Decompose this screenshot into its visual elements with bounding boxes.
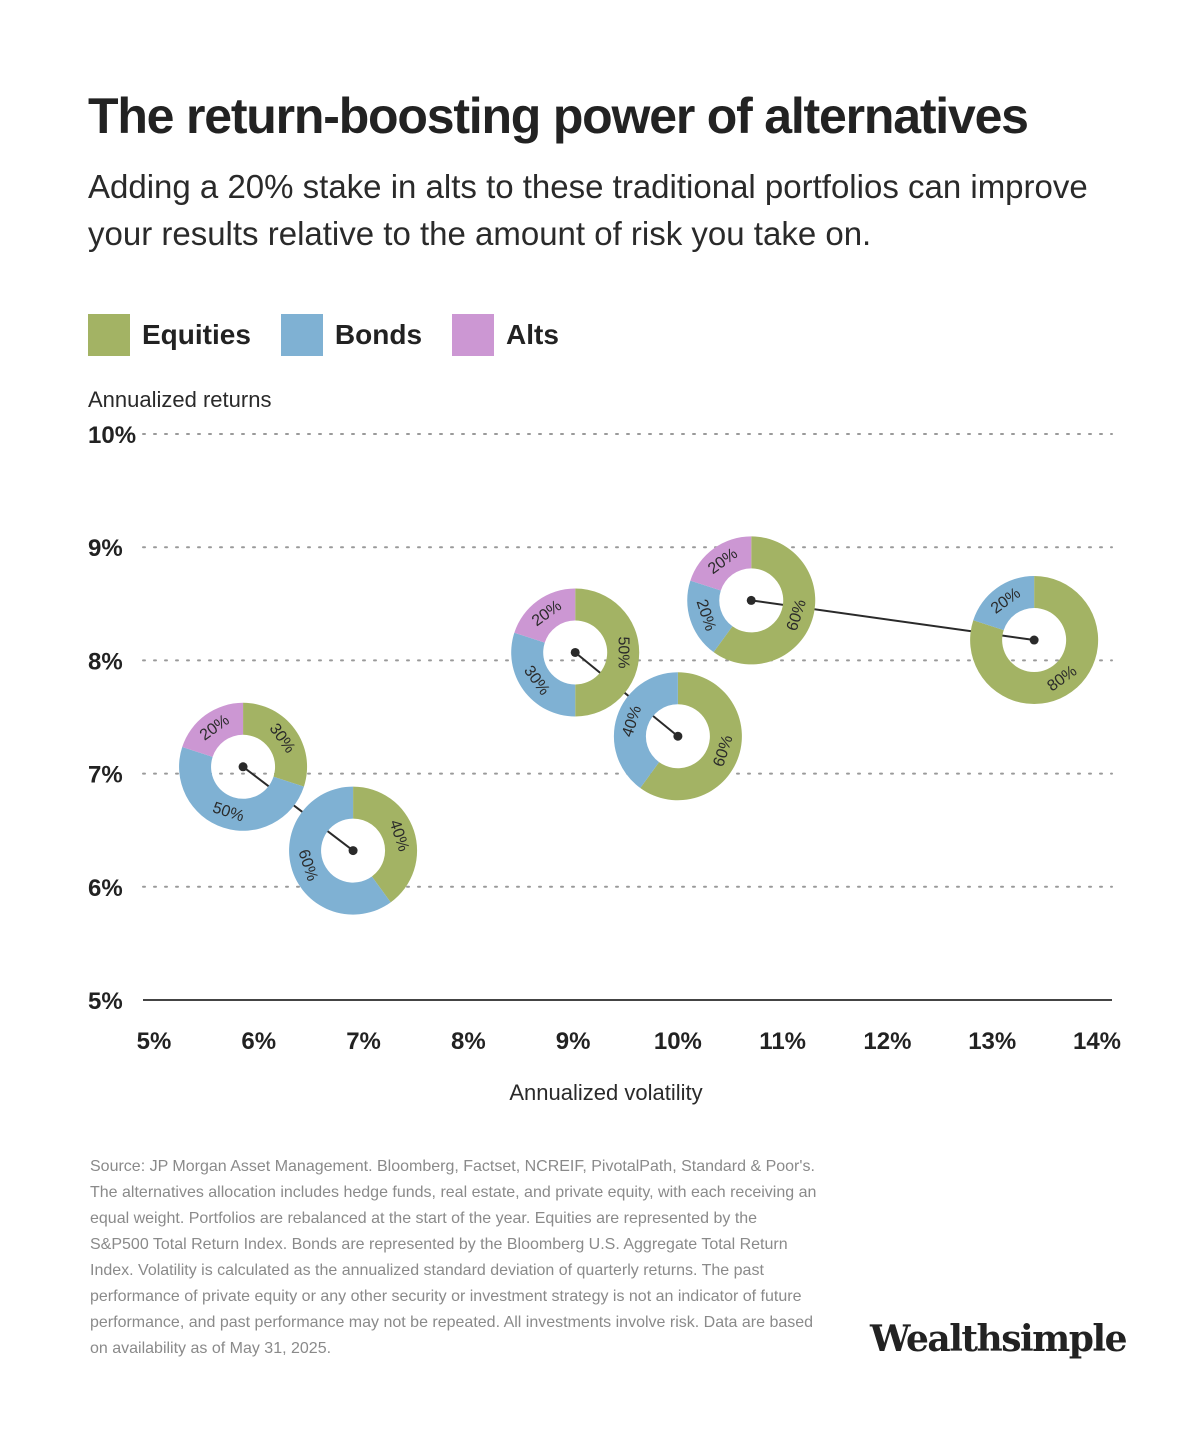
- donut-slice-bonds: [179, 747, 304, 831]
- donut-slice-bonds: [511, 632, 576, 717]
- scatter-chart: Annualized returns Annualized volatility…: [88, 387, 1121, 1105]
- portfolio-donut: 60%20%20%: [687, 536, 816, 665]
- donut-slice-alts: [690, 536, 752, 591]
- source-note: Source: JP Morgan Asset Management. Bloo…: [90, 1158, 817, 1357]
- y-tick-label: 10%: [88, 422, 136, 449]
- portfolio-donuts: 30%50%20%40%60% 50%30%20%60%40%60%20%20% 8…: [179, 536, 1099, 915]
- y-tick-label: 9%: [88, 535, 123, 562]
- donut-slice-equities: [243, 702, 308, 787]
- data-point: [746, 595, 756, 605]
- legend: Equities Bonds Alts: [88, 314, 589, 356]
- connector-line: [574, 651, 679, 738]
- chart-title: The return-boosting power of alternative…: [88, 88, 1029, 144]
- x-tick-labels: 5% 6% 7% 8% 9% 10% 11% 12% 13% 14%: [137, 1028, 1121, 1055]
- donut-slice-label: 50%: [615, 636, 632, 668]
- x-tick-label: 12%: [863, 1028, 911, 1055]
- donut-slice-equities: [970, 576, 1099, 705]
- x-tick-label: 9%: [556, 1028, 591, 1055]
- y-tick-label: 8%: [88, 648, 123, 675]
- data-point: [673, 731, 683, 741]
- chart-subtitle: Adding a 20% stake in alts to these trad…: [88, 168, 1088, 252]
- legend-swatch-equities: [88, 314, 130, 356]
- legend-swatch-alts: [452, 314, 495, 356]
- x-tick-label: 14%: [1073, 1028, 1121, 1055]
- x-tick-label: 6%: [241, 1028, 276, 1055]
- donut-slice-equities: [353, 786, 418, 903]
- donut-slice-bonds: [289, 786, 391, 915]
- x-tick-label: 10%: [654, 1028, 702, 1055]
- legend-label-equities: Equities: [142, 319, 251, 350]
- legend-item-alts: Alts: [452, 314, 559, 356]
- y-tick-labels: 5% 6% 7% 8% 9% 10%: [88, 422, 136, 1015]
- data-point: [1029, 635, 1039, 645]
- donut-slice-equities: [640, 672, 742, 801]
- wealthsimple-logo: Wealthsimple: [870, 1318, 1128, 1360]
- y-tick-label: 5%: [88, 988, 123, 1015]
- x-tick-label: 11%: [759, 1028, 806, 1055]
- y-tick-label: 7%: [88, 762, 123, 789]
- x-axis-label: Annualized volatility: [509, 1080, 702, 1105]
- legend-item-equities: Equities: [88, 314, 251, 356]
- donut-slice-alts: [514, 588, 576, 643]
- y-tick-label: 6%: [88, 875, 123, 902]
- donut-slice-bonds: [687, 580, 733, 653]
- portfolio-donut: 50%30%20%: [511, 588, 640, 717]
- donut-slice-bonds: [973, 576, 1035, 631]
- connector-line: [242, 766, 354, 852]
- portfolio-donut: 80%20%: [970, 576, 1099, 705]
- donut-slice-bonds: [613, 672, 678, 789]
- y-axis-label: Annualized returns: [88, 387, 271, 412]
- data-point: [238, 762, 248, 772]
- portfolio-donut: 40%60%: [289, 786, 418, 915]
- portfolio-donut: 60%40%: [613, 672, 742, 801]
- portfolio-donut: 30%50%20%: [179, 702, 308, 831]
- donut-slice-equities: [575, 588, 640, 717]
- donut-slice-alts: [182, 702, 244, 757]
- x-tick-label: 13%: [968, 1028, 1016, 1055]
- legend-label-alts: Alts: [506, 319, 559, 350]
- legend-item-bonds: Bonds: [280, 314, 423, 356]
- donut-slice-equities: [713, 536, 816, 665]
- x-tick-label: 7%: [346, 1028, 381, 1055]
- legend-swatch-bonds: [280, 314, 323, 356]
- x-tick-label: 5%: [137, 1028, 172, 1055]
- data-point: [348, 846, 358, 856]
- legend-label-bonds: Bonds: [334, 319, 423, 350]
- x-tick-label: 8%: [451, 1028, 486, 1055]
- data-point: [570, 647, 580, 657]
